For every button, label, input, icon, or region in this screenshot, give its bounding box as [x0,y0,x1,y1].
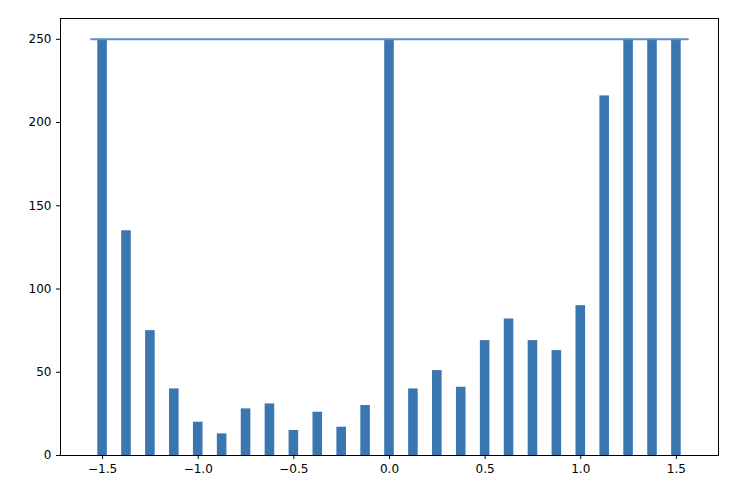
svg-text:100: 100 [29,282,52,296]
svg-text:0.0: 0.0 [380,462,399,476]
svg-text:150: 150 [29,199,52,213]
svg-text:−1.0: −1.0 [184,462,213,476]
svg-text:250: 250 [29,32,52,46]
svg-text:1.0: 1.0 [571,462,590,476]
svg-text:−1.5: −1.5 [88,462,117,476]
svg-text:−0.5: −0.5 [279,462,308,476]
svg-text:0.5: 0.5 [476,462,495,476]
svg-text:0: 0 [44,448,52,462]
svg-text:50: 50 [36,365,51,379]
svg-text:1.5: 1.5 [667,462,686,476]
svg-text:200: 200 [29,115,52,129]
